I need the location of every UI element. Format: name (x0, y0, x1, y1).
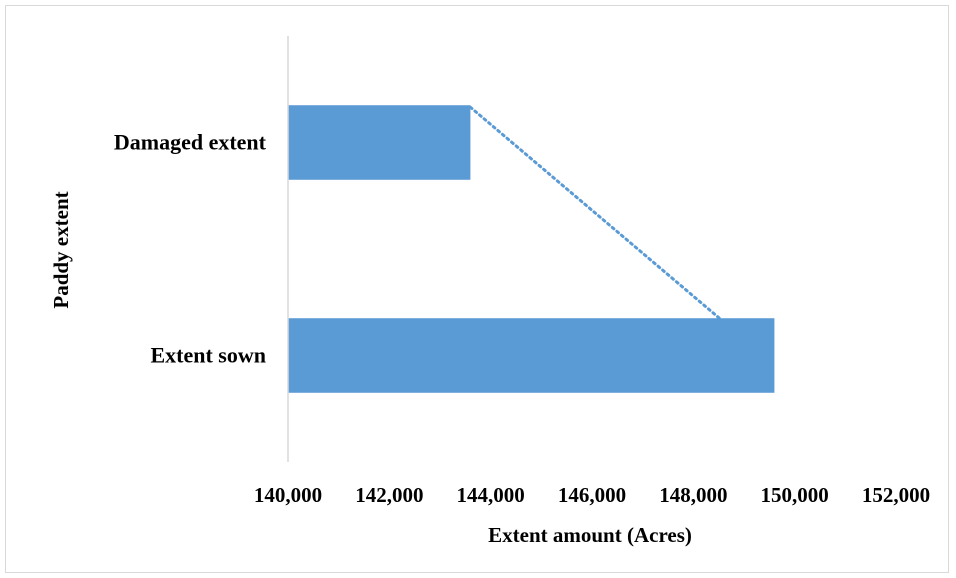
x-tick-label: 142,000 (355, 483, 423, 507)
bar-extent-sown (288, 318, 775, 393)
x-axis-title: Extent amount (Acres) (488, 523, 692, 547)
category-label: Damaged extent (114, 130, 267, 155)
x-tick-label: 148,000 (659, 483, 727, 507)
chart-frame (5, 5, 949, 573)
x-tick-label: 144,000 (457, 483, 525, 507)
x-tick-label: 140,000 (254, 483, 322, 507)
x-tick-label: 146,000 (558, 483, 626, 507)
trendline (468, 105, 721, 320)
trendline-group (468, 105, 721, 320)
x-tick-labels: 140,000 142,000 144,000 146,000 148,000 150,0… (254, 483, 930, 507)
y-axis-title: Paddy extent (49, 191, 73, 308)
bar-damaged-extent (288, 105, 471, 180)
bars-group (288, 105, 775, 393)
x-tick-label: 152,000 (862, 483, 930, 507)
x-tick-label: 150,000 (761, 483, 829, 507)
category-labels: Damaged extent Extent sown (114, 130, 267, 368)
category-label: Extent sown (150, 343, 266, 368)
